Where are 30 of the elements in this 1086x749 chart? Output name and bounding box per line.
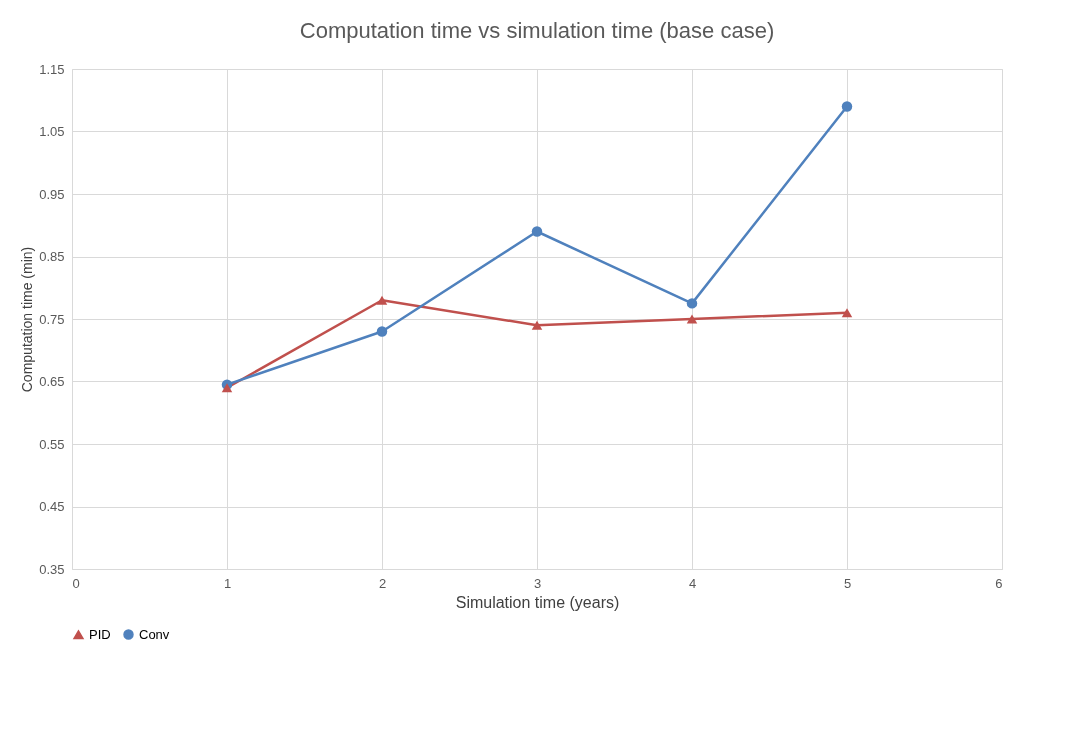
legend-label: PID: [89, 626, 111, 642]
point: [686, 314, 698, 324]
point: [686, 298, 698, 309]
x-tick-label: 0: [72, 575, 80, 591]
point: [376, 326, 388, 337]
x-tick-label: 5: [843, 575, 852, 591]
x-tick-label: 2: [378, 575, 387, 591]
y-tick-label: 0.75: [39, 311, 65, 327]
y-tick-label: 0.45: [39, 499, 65, 514]
x-tick-label: 1: [223, 575, 232, 591]
x-axis-title: Simulation time (years): [455, 593, 620, 611]
point: [376, 295, 388, 305]
chart-title: Computation time vs simulation time (base case): [299, 18, 775, 43]
x-tick-label: 6: [995, 575, 1003, 591]
y-tick-label: 0.65: [39, 374, 65, 389]
point: [221, 383, 233, 393]
point: [531, 226, 543, 237]
y-tick-label: 1.15: [39, 61, 65, 77]
x-tick-label: 4: [688, 575, 697, 591]
legend-label: Conv: [139, 626, 170, 642]
x-tick-label: 3: [533, 575, 542, 591]
point: [841, 308, 853, 318]
point: [841, 101, 853, 112]
y-tick-label: 0.55: [39, 436, 65, 452]
y-tick-label: 0.85: [39, 249, 65, 264]
y-tick-label: 0.35: [39, 561, 65, 577]
y-tick-label: 0.95: [39, 186, 65, 202]
y-axis-title: Computation time (min): [19, 246, 36, 393]
y-tick-label: 1.05: [39, 124, 65, 139]
point: [531, 320, 543, 330]
